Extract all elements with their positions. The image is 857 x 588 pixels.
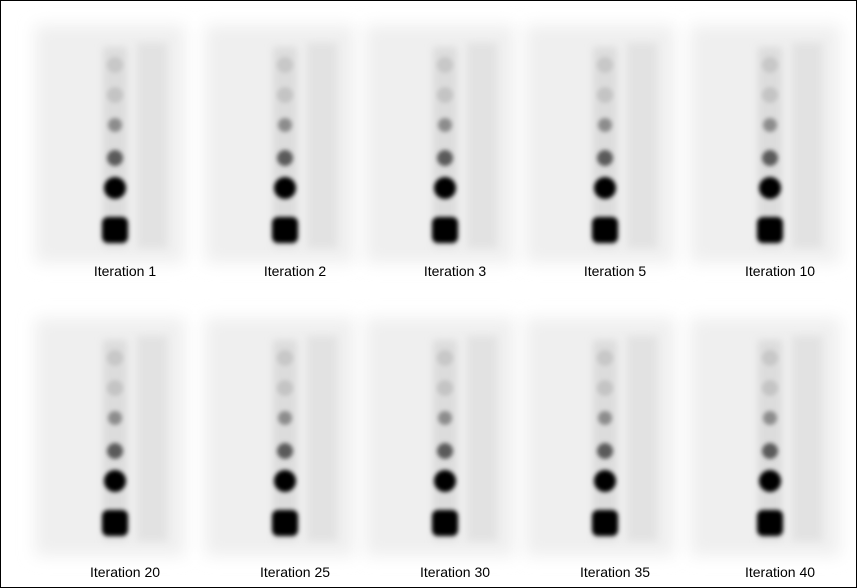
spot <box>594 470 616 492</box>
panel-label: Iteration 20 <box>90 564 160 580</box>
panel-label: Iteration 3 <box>424 263 486 279</box>
spot <box>598 411 612 425</box>
spot <box>762 87 778 103</box>
spot <box>107 350 123 366</box>
spot <box>597 443 613 459</box>
spot <box>277 150 293 166</box>
panel <box>205 25 355 263</box>
spot <box>277 380 293 396</box>
spot <box>438 118 452 132</box>
spot <box>107 87 123 103</box>
spot <box>277 87 293 103</box>
faint-column <box>627 336 657 541</box>
spot <box>762 380 778 396</box>
spot <box>272 510 298 536</box>
spot <box>598 118 612 132</box>
spot <box>107 443 123 459</box>
spot <box>274 177 296 199</box>
panel <box>35 318 185 556</box>
spot <box>437 380 453 396</box>
faint-column <box>137 43 167 248</box>
faint-column <box>792 336 822 541</box>
panel <box>205 318 355 556</box>
spot <box>108 118 122 132</box>
spot <box>434 470 456 492</box>
page: {"panels": [ {"label": "Iteration 1"}, {… <box>0 0 857 588</box>
spot <box>102 510 128 536</box>
spot <box>762 350 778 366</box>
panel-label: Iteration 30 <box>420 564 490 580</box>
spot <box>437 150 453 166</box>
spot <box>438 411 452 425</box>
panel <box>690 318 840 556</box>
panel <box>690 25 840 263</box>
panel-label: Iteration 25 <box>260 564 330 580</box>
spot <box>104 177 126 199</box>
spot <box>592 510 618 536</box>
spot <box>278 411 292 425</box>
spot <box>107 150 123 166</box>
spot <box>278 118 292 132</box>
panel-label: Iteration 1 <box>94 263 156 279</box>
panel-label: Iteration 35 <box>580 564 650 580</box>
panel-label: Iteration 2 <box>264 263 326 279</box>
spot <box>434 177 456 199</box>
spot <box>762 443 778 459</box>
faint-column <box>137 336 167 541</box>
faint-column <box>307 43 337 248</box>
spot <box>759 177 781 199</box>
spot <box>432 510 458 536</box>
panel-label: Iteration 10 <box>745 263 815 279</box>
spot <box>437 443 453 459</box>
spot <box>102 217 128 243</box>
spot <box>597 57 613 73</box>
panel <box>525 25 675 263</box>
spot <box>759 470 781 492</box>
faint-column <box>307 336 337 541</box>
spot <box>277 350 293 366</box>
faint-column <box>467 43 497 248</box>
panel-label: Iteration 40 <box>745 564 815 580</box>
spot <box>597 380 613 396</box>
panel <box>525 318 675 556</box>
spot <box>763 411 777 425</box>
spot <box>757 510 783 536</box>
panel <box>365 25 515 263</box>
spot <box>597 150 613 166</box>
spot <box>104 470 126 492</box>
panel <box>35 25 185 263</box>
spot <box>763 118 777 132</box>
panel <box>365 318 515 556</box>
spot <box>437 87 453 103</box>
figure: Iteration 1 Iteration 2 Iteration 3 Iterati… <box>0 0 857 588</box>
spot <box>432 217 458 243</box>
panel-label: Iteration 5 <box>584 263 646 279</box>
spot <box>597 350 613 366</box>
spot <box>594 177 616 199</box>
faint-column <box>792 43 822 248</box>
spot <box>762 150 778 166</box>
spot <box>437 57 453 73</box>
spot <box>277 443 293 459</box>
spot <box>277 57 293 73</box>
faint-column <box>627 43 657 248</box>
spot <box>437 350 453 366</box>
spot <box>597 87 613 103</box>
spot <box>107 57 123 73</box>
spot <box>107 380 123 396</box>
spot <box>762 57 778 73</box>
spot <box>274 470 296 492</box>
faint-column <box>467 336 497 541</box>
spot <box>108 411 122 425</box>
spot <box>592 217 618 243</box>
spot <box>757 217 783 243</box>
spot <box>272 217 298 243</box>
